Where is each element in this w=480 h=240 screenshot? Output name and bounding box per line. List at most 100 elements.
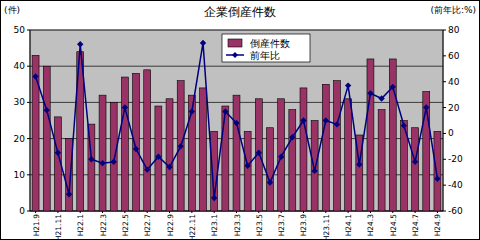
- y-tick-label: 0: [19, 206, 25, 216]
- marker: [77, 41, 83, 47]
- bar: [378, 110, 385, 211]
- y2-tick-label: 80: [448, 25, 460, 35]
- bar: [412, 128, 419, 211]
- x-tick-label: H21.9: [32, 214, 41, 237]
- marker: [111, 159, 117, 165]
- chart: 企業倒産件数(件)(前年比:%)01020304050-60-40-200204…: [0, 0, 480, 240]
- x-tick: [169, 211, 170, 213]
- legend-box: [222, 34, 310, 62]
- marker: [122, 104, 128, 110]
- marker: [233, 120, 239, 126]
- y-tick-label: 30: [14, 97, 26, 107]
- bar: [66, 139, 73, 211]
- grid-line: [30, 30, 443, 31]
- marker: [144, 166, 150, 172]
- x-tick-label: H22.5: [121, 214, 130, 237]
- x-tick: [147, 211, 148, 213]
- y-tick-label: 10: [14, 170, 26, 180]
- legend-label: 倒産件数: [250, 38, 290, 49]
- x-tick-label: H24.3: [366, 214, 375, 237]
- x-tick: [370, 211, 371, 213]
- marker: [423, 104, 429, 110]
- x-tick-label: H23.11: [322, 214, 331, 240]
- marks: [32, 40, 441, 211]
- bar: [333, 81, 340, 211]
- bar: [244, 131, 251, 211]
- bar: [32, 55, 39, 211]
- marker: [356, 161, 362, 167]
- x-tick-label: H23.3: [233, 214, 242, 237]
- bar: [233, 95, 240, 211]
- grid-line: [30, 66, 443, 67]
- legend-label: 前年比: [250, 50, 280, 61]
- x-tick-label: H24.5: [389, 214, 398, 237]
- bar: [345, 99, 352, 211]
- bar: [43, 66, 50, 211]
- x-tick: [392, 211, 393, 213]
- x-tick: [102, 211, 103, 213]
- x-tick-label: H24.1: [344, 214, 353, 237]
- bar: [99, 95, 106, 211]
- marker: [200, 40, 206, 46]
- marker: [378, 95, 384, 101]
- bar: [322, 84, 329, 211]
- chart-border: [1, 1, 480, 240]
- marker: [323, 117, 329, 123]
- bar: [289, 110, 296, 211]
- y2-tick-label: -40: [448, 180, 463, 190]
- bar: [188, 95, 195, 211]
- x-tick: [303, 211, 304, 213]
- x-tick-label: H21.11: [54, 214, 63, 240]
- bar: [300, 88, 307, 211]
- marker: [66, 191, 72, 197]
- marker: [166, 164, 172, 170]
- x-tick-label: H23.5: [255, 214, 264, 237]
- bar: [144, 70, 151, 211]
- x-tick: [325, 211, 326, 213]
- x-tick: [57, 211, 58, 213]
- line: [36, 43, 438, 198]
- marker: [278, 154, 284, 160]
- marker: [99, 160, 105, 166]
- y2-tick-label: 40: [448, 77, 460, 87]
- y2-axis-label: (前年比:%): [430, 5, 476, 15]
- x-tick: [437, 211, 438, 213]
- bar: [311, 121, 318, 212]
- marker: [390, 84, 396, 90]
- legend: 倒産件数前年比: [222, 34, 310, 62]
- marker: [177, 143, 183, 149]
- marker: [133, 146, 139, 152]
- marker: [345, 82, 351, 88]
- x-tick: [348, 211, 349, 213]
- x-tick-label: H22.7: [143, 214, 152, 237]
- bar: [434, 131, 441, 211]
- marker: [300, 117, 306, 123]
- y-tick-label: 50: [14, 25, 26, 35]
- y2-tick-label: -20: [448, 154, 463, 164]
- x-tick-label: H23.1: [210, 214, 219, 237]
- y-tick-label: 40: [14, 61, 26, 71]
- bar: [200, 88, 207, 211]
- marker: [311, 168, 317, 174]
- legend-swatch: [228, 39, 242, 47]
- x-tick-label: H22.1: [76, 214, 85, 237]
- marker: [211, 195, 217, 201]
- y2-tick-label: 60: [448, 51, 460, 61]
- bar: [367, 59, 374, 211]
- y2-tick-label: 0: [448, 128, 454, 138]
- x-tick: [124, 211, 125, 213]
- y-axis-label: (件): [4, 5, 20, 15]
- marker: [412, 159, 418, 165]
- x-tick-label: H23.9: [299, 214, 308, 237]
- marker: [222, 108, 228, 114]
- title: 企業倒産件数: [204, 5, 276, 19]
- marker: [189, 108, 195, 114]
- y-axis: [30, 30, 31, 211]
- bar: [110, 102, 117, 211]
- bar: [121, 77, 128, 211]
- marker: [367, 90, 373, 96]
- marker: [155, 154, 161, 160]
- marker: [401, 122, 407, 128]
- y2-tick-label: -60: [448, 206, 463, 216]
- x-tick: [35, 211, 36, 213]
